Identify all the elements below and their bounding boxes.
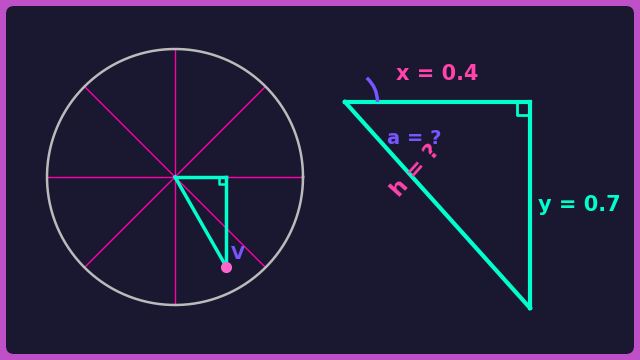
Text: V: V bbox=[231, 244, 245, 262]
FancyBboxPatch shape bbox=[6, 6, 634, 354]
Text: x = 0.4: x = 0.4 bbox=[396, 64, 479, 84]
Text: a = ?: a = ? bbox=[387, 129, 442, 148]
Text: y = 0.7: y = 0.7 bbox=[538, 195, 621, 215]
Text: h = ?: h = ? bbox=[387, 141, 444, 201]
